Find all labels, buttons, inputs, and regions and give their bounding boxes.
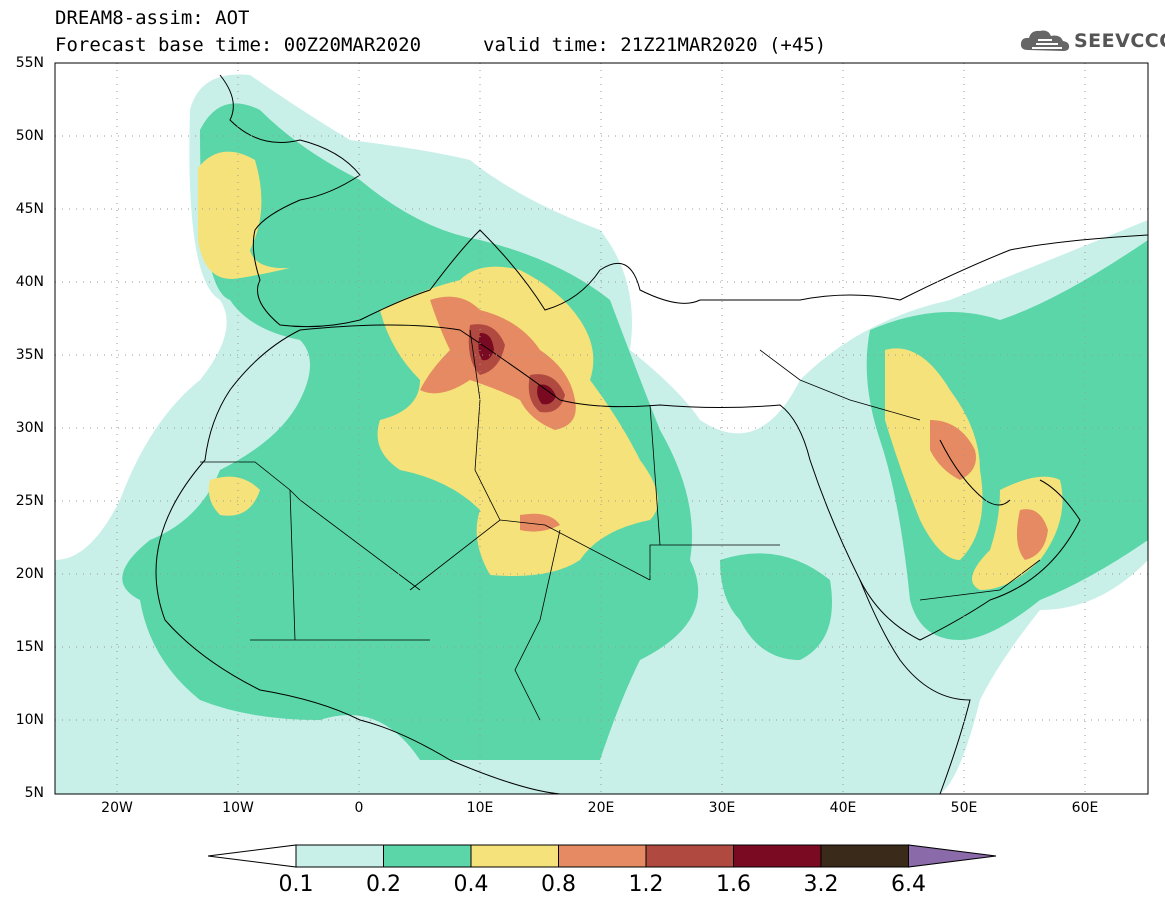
lat-label: 35N xyxy=(15,347,44,363)
colorbar-under-triangle xyxy=(207,844,297,868)
lat-label: 55N xyxy=(15,55,44,71)
colorbar-bin-1.2-1.6 xyxy=(645,844,734,868)
valid-time: valid time: 21Z21MAR2020 (+45) xyxy=(483,34,827,56)
aot-contour-0.2 xyxy=(393,560,507,747)
lat-label: 10N xyxy=(15,712,44,728)
lat-label: 15N xyxy=(15,639,44,655)
aot-contour-1.6 xyxy=(478,332,494,361)
colorbar-label: 0.8 xyxy=(541,872,576,897)
forecast-base-time: Forecast base time: 00Z20MAR2020 xyxy=(55,34,422,56)
colorbar-label: 1.6 xyxy=(716,872,751,897)
med-coast xyxy=(299,324,1081,641)
colorbar-bin-3.2-6.4 xyxy=(820,844,909,868)
east-africa-coast xyxy=(859,579,971,794)
lat-label: 50N xyxy=(15,128,44,144)
seevccc-logo: SEEVCCC xyxy=(1018,26,1165,56)
europe-coastline xyxy=(219,74,1148,328)
colorbar-over-triangle xyxy=(908,844,997,868)
lon-label: 0 xyxy=(354,800,364,816)
lat-label: 45N xyxy=(15,201,44,217)
colorbar-label: 1.2 xyxy=(628,872,664,897)
country-borders xyxy=(200,329,1041,721)
lon-label: 10W xyxy=(222,800,254,816)
lat-label: 40N xyxy=(15,274,44,290)
coastlines xyxy=(155,74,1148,794)
map-title: DREAM8-assim: AOT xyxy=(55,7,250,29)
colorbar-label: 6.4 xyxy=(891,872,926,897)
lon-label: 20W xyxy=(101,800,133,816)
aot-contour-0.2 xyxy=(720,553,832,660)
colorbar-bin-0.4-0.8 xyxy=(470,844,559,868)
aot-contour-0.4 xyxy=(198,151,290,279)
lat-label: 5N xyxy=(24,785,44,801)
colorbar-label: 0.1 xyxy=(278,872,314,897)
colorbar-bin-0.2-0.4 xyxy=(383,844,472,868)
logo-text: SEEVCCC xyxy=(1074,30,1165,52)
lon-label: 20E xyxy=(587,800,615,816)
colorbar-label: 0.2 xyxy=(366,872,401,897)
lon-label: 40E xyxy=(829,800,857,816)
lat-label: 25N xyxy=(15,493,44,509)
graticule xyxy=(55,63,1148,794)
colorbar-label: 3.2 xyxy=(803,872,839,897)
colorbar-bin-0.1-0.2 xyxy=(295,844,384,868)
lat-label: 30N xyxy=(15,420,44,436)
aot-contour-1.6 xyxy=(537,384,556,405)
lon-label: 10E xyxy=(466,800,494,816)
colorbar-label: 0.4 xyxy=(453,872,489,897)
colorbar-bin-0.8-1.2 xyxy=(558,844,647,868)
arabian-gulf-coast xyxy=(939,439,1011,506)
map-frame xyxy=(54,62,1149,795)
lat-label: 20N xyxy=(15,566,44,582)
aot-contour-0.4 xyxy=(208,476,260,516)
cloud-icon xyxy=(1020,30,1070,51)
aot-contour-0.8 xyxy=(1016,509,1048,560)
colorbar xyxy=(207,844,997,868)
lon-label: 30E xyxy=(708,800,736,816)
africa-coastline xyxy=(155,329,561,794)
lon-label: 50E xyxy=(950,800,978,816)
colorbar-bin-1.6-3.2 xyxy=(733,844,822,868)
lon-label: 60E xyxy=(1071,800,1099,816)
